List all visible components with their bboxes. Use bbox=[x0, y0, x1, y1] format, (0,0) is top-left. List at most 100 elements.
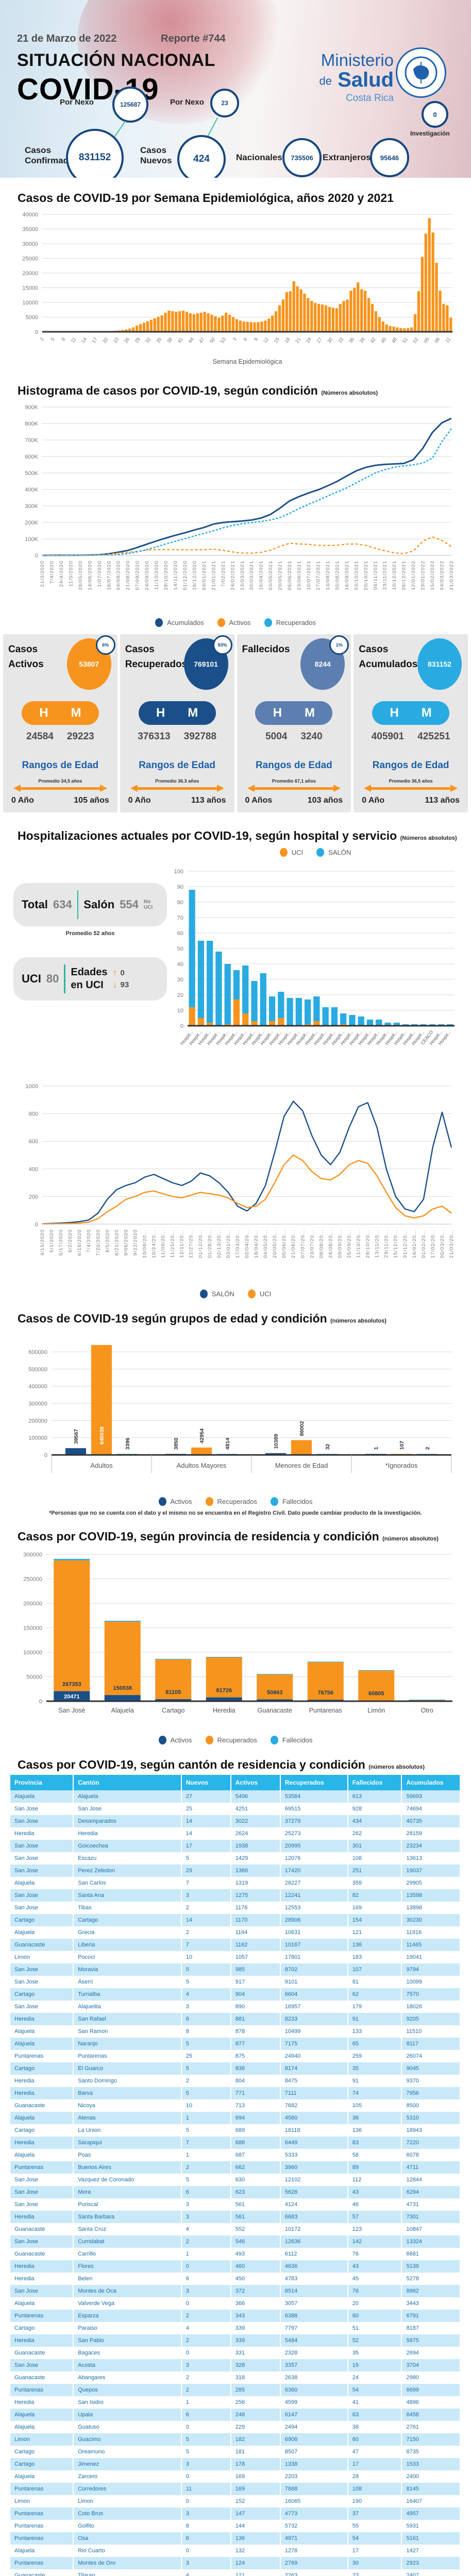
table-row: Cartago Oreamuno 5 181 8507 47 8735 bbox=[10, 2446, 461, 2458]
logo-country: Costa Rica bbox=[346, 93, 394, 104]
table-cell: Guanacaste bbox=[10, 2569, 74, 2576]
table-cell: 169 bbox=[230, 2470, 281, 2483]
table-cell: Guanacaste bbox=[10, 1939, 74, 1951]
table-cell: 5 bbox=[181, 2446, 231, 2458]
table-cell: 112 bbox=[347, 2174, 402, 2186]
table-cell: 6112 bbox=[280, 2248, 348, 2260]
table-cell: 7570 bbox=[401, 1988, 461, 2001]
table-cell: San Isidro bbox=[73, 2396, 182, 2409]
table-cell: 339 bbox=[230, 2322, 281, 2334]
svg-text:300K: 300K bbox=[25, 503, 38, 510]
table-cell: 2 bbox=[181, 2161, 231, 2174]
table-cell: Oreamuno bbox=[73, 2446, 182, 2458]
table-cell: 136 bbox=[347, 2124, 402, 2137]
table-cell: 9370 bbox=[401, 2075, 461, 2087]
table-cell: 54 bbox=[347, 2532, 402, 2545]
legend-item: UCI bbox=[279, 848, 303, 857]
svg-text:76756: 76756 bbox=[317, 1690, 333, 1696]
table-cell: 5931 bbox=[401, 2520, 461, 2532]
svg-text:02/13/20...: 02/13/20... bbox=[216, 1229, 222, 1258]
table-cell: 4957 bbox=[401, 2507, 461, 2520]
svg-text:200: 200 bbox=[29, 1194, 38, 1200]
svg-text:48: 48 bbox=[391, 336, 398, 344]
legend-dot-icon bbox=[155, 618, 163, 627]
svg-text:10/24/20...: 10/24/20... bbox=[152, 1229, 157, 1258]
table-cell: 5 bbox=[181, 2062, 231, 2075]
svg-text:27/07/2021: 27/07/2021 bbox=[315, 561, 321, 590]
table-cell: 169 bbox=[347, 1902, 402, 1914]
table-row: Guanacaste Nicoya 10 713 7682 105 8500 bbox=[10, 2099, 461, 2112]
table-cell: 0 bbox=[181, 2470, 231, 2483]
table-cell: 331 bbox=[230, 2347, 281, 2359]
table-cell: Puntarenas bbox=[10, 2161, 74, 2174]
table-cell: Alajuelita bbox=[73, 2001, 182, 2013]
table-cell: 256 bbox=[230, 2396, 281, 2409]
table-cell: 10499 bbox=[280, 2025, 348, 2038]
gender-values: 405901 425251 bbox=[358, 731, 464, 742]
table-cell: 5139 bbox=[401, 2260, 461, 2273]
svg-text:100000: 100000 bbox=[23, 1650, 42, 1656]
table-cell: Poas bbox=[73, 2149, 182, 2161]
table-cell: Aserri bbox=[73, 1976, 182, 1988]
table-cell: 7 bbox=[181, 1877, 231, 1889]
table-cell: Alajuela bbox=[10, 2545, 74, 2557]
gender-values: 376313 392788 bbox=[124, 731, 230, 742]
svg-text:12/11/20...: 12/11/20... bbox=[179, 1229, 185, 1258]
svg-text:32: 32 bbox=[144, 336, 152, 344]
table-cell: 318 bbox=[230, 2371, 281, 2384]
table-cell: 4783 bbox=[280, 2273, 348, 2285]
svg-text:23/07/20...: 23/07/20... bbox=[309, 1229, 315, 1258]
provinces-stacked-bar-chart: 0 50000 100000 150000 200000 250000 300000 2673… bbox=[10, 1547, 461, 1735]
table-cell: Alajuela bbox=[10, 2038, 74, 2050]
table-cell: 11510 bbox=[401, 2025, 461, 2038]
svg-text:28/05/2020: 28/05/2020 bbox=[78, 561, 83, 590]
table-cell: Heredia bbox=[10, 2273, 74, 2285]
table-cell: Guanacaste bbox=[10, 2248, 74, 2260]
rangos-label: Rangos de Edad bbox=[255, 760, 332, 771]
table-row: Alajuela Rio Cuarto 0 132 1278 17 1427 bbox=[10, 2545, 461, 2557]
svg-text:4814: 4814 bbox=[225, 1437, 231, 1450]
section-title: Histograma de casos por COVID-19, según … bbox=[18, 384, 378, 397]
table-cell: 2761 bbox=[401, 2421, 461, 2433]
table-row: Puntarenas Puntarenas 25 875 24940 259 26074 bbox=[10, 2050, 461, 2062]
table-cell: 52 bbox=[347, 2334, 402, 2347]
table-cell: 366 bbox=[230, 2297, 281, 2310]
table-cell: 5628 bbox=[280, 2186, 348, 2198]
svg-text:50000: 50000 bbox=[26, 1674, 42, 1681]
table-cell: 6 bbox=[181, 2273, 231, 2285]
table-cell: San Jose bbox=[10, 1963, 74, 1976]
table-cell: 83 bbox=[347, 2137, 402, 2149]
table-cell: San Rafael bbox=[73, 2013, 182, 2025]
svg-text:0: 0 bbox=[39, 1699, 42, 1705]
table-cell: 74694 bbox=[401, 1803, 461, 1815]
svg-text:53: 53 bbox=[220, 336, 227, 344]
table-cell: 108 bbox=[347, 1852, 402, 1865]
svg-text:0: 0 bbox=[35, 1222, 38, 1228]
table-cell: San Jose bbox=[10, 1840, 74, 1852]
svg-text:100: 100 bbox=[174, 869, 183, 875]
svg-text:267353: 267353 bbox=[62, 1682, 81, 1688]
female-count: 29223 bbox=[66, 731, 94, 742]
table-cell: 1278 bbox=[280, 2545, 348, 2557]
age-range-arrow-icon bbox=[364, 785, 458, 792]
svg-text:20/05/2021: 20/05/2021 bbox=[278, 561, 283, 590]
table-row: Alajuela Naranjo 5 877 7175 65 8117 bbox=[10, 2038, 461, 2050]
table-cell: 123 bbox=[347, 2223, 402, 2235]
condition-card: Casos Activos 53807 6% H M 24584 29223 Rangos de… bbox=[3, 634, 117, 812]
svg-text:23/06/2021: 23/06/2021 bbox=[297, 561, 302, 590]
table-cell: 37279 bbox=[280, 1815, 348, 1827]
table-cell: 2328 bbox=[280, 2347, 348, 2359]
table-cell: Puntarenas bbox=[10, 2557, 74, 2569]
table-cell: Alajuela bbox=[10, 1877, 74, 1889]
svg-text:30/08/2021: 30/08/2021 bbox=[334, 561, 340, 590]
table-cell: 8507 bbox=[280, 2446, 348, 2458]
table-cell: 23234 bbox=[401, 1840, 461, 1852]
table-cell: 51 bbox=[347, 2322, 402, 2334]
svg-text:Menores de Edad: Menores de Edad bbox=[275, 1462, 328, 1469]
table-cell: Upala bbox=[73, 2409, 182, 2421]
svg-text:8/21/2020: 8/21/2020 bbox=[114, 1229, 120, 1256]
table-cell: 24 bbox=[347, 2371, 402, 2384]
svg-text:3: 3 bbox=[232, 336, 238, 342]
table-cell: Valverde Vega bbox=[73, 2297, 182, 2310]
